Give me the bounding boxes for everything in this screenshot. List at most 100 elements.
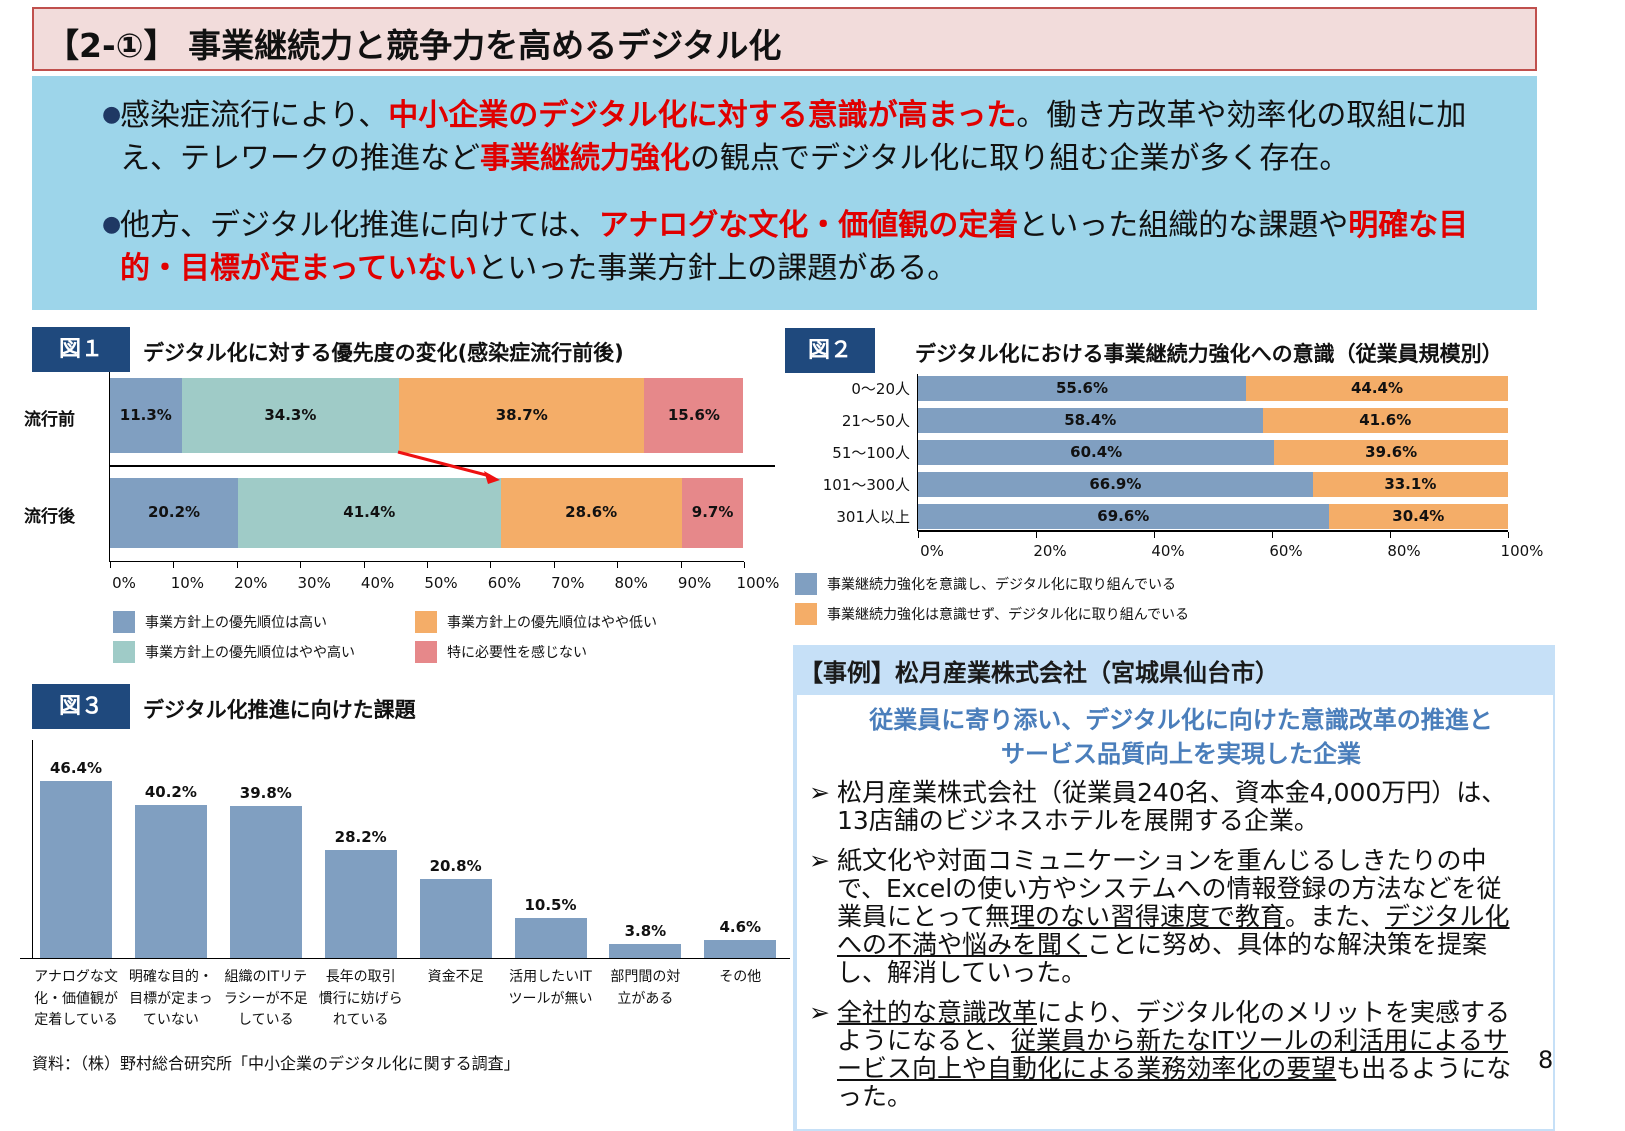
- x-tick-mark: [617, 562, 619, 568]
- legend-swatch: [415, 641, 437, 663]
- text-segment: 感染症流行により、: [120, 98, 389, 133]
- x-tick-mark: [1508, 532, 1509, 538]
- x-tick-label: 20%: [234, 574, 268, 592]
- text-segment: 紙文化や対面コミュニケーションを重んじるしきたりの中で、Excelの使い方やシス…: [837, 846, 1502, 931]
- x-tick-mark: [363, 562, 365, 568]
- x-tick-mark: [744, 562, 745, 568]
- case-subtitle-line: サービス品質向上を実現した企業: [1001, 740, 1361, 768]
- data-label: 34.3%: [264, 405, 317, 424]
- x-category-label: アナログな文: [34, 969, 118, 985]
- fig2-title: デジタル化における事業継続力強化への意識（従業員規模別）: [915, 342, 1503, 366]
- fig3-label: 図３: [32, 684, 130, 729]
- highlight-text: アナログな文化・価値観の定着: [598, 208, 1019, 243]
- fig1-title: デジタル化に対する優先度の変化(感染症流行前後): [143, 341, 624, 365]
- arrowhead-icon: ➢: [809, 778, 830, 807]
- legend-item: 事業継続力強化を意識し、デジタル化に取り組んでいる: [795, 573, 1176, 595]
- category-label: 0～20人: [851, 380, 910, 398]
- category-label: 51～100人: [832, 444, 910, 462]
- category-label: 流行前: [24, 409, 75, 430]
- x-tick-mark: [918, 532, 919, 538]
- data-label: 28.2%: [334, 828, 387, 847]
- fig1-label: 図１: [32, 327, 130, 372]
- row-separator: [110, 465, 775, 467]
- data-label: 39.6%: [1365, 443, 1418, 461]
- bar-segment: [238, 478, 501, 548]
- bar-segment: [918, 408, 1263, 433]
- bar: [514, 917, 587, 958]
- x-tick-label: 0%: [112, 574, 136, 592]
- legend-swatch: [795, 603, 817, 625]
- legend-item: 事業方針上の優先順位はやや高い: [113, 641, 355, 663]
- bar-segment: [681, 478, 744, 548]
- x-category-label: 目標が定まっ: [129, 990, 213, 1007]
- legend-item: 特に必要性を感じない: [415, 641, 587, 663]
- y-axis: [917, 374, 918, 531]
- highlight-text: 事業継続力強化: [480, 141, 690, 176]
- data-label: 9.7%: [691, 503, 734, 521]
- x-tick-label: 40%: [1151, 542, 1185, 560]
- summary-bullet-2: 他方、デジタル化推進に向けては、アナログな文化・価値観の定着といった組織的な課題…: [120, 204, 1507, 290]
- x-tick-label: 80%: [1387, 542, 1421, 560]
- y-axis: [109, 372, 110, 562]
- x-tick-mark: [236, 562, 238, 568]
- bar-segment: [110, 478, 239, 548]
- data-label: 11.3%: [119, 405, 172, 424]
- x-category-label: 長年の取引: [325, 969, 396, 985]
- legend-item: 事業継続力強化は意識せず、デジタル化に取り組んでいる: [795, 603, 1189, 625]
- data-label: 10.5%: [524, 895, 577, 914]
- legend-swatch: [113, 611, 135, 633]
- bar-segment: [918, 472, 1313, 497]
- x-category-label: 定着している: [34, 1012, 118, 1028]
- data-label: 69.6%: [1097, 507, 1150, 525]
- data-label: 20.2%: [148, 503, 201, 521]
- x-tick-label: 60%: [1269, 542, 1303, 560]
- case-subtitle: 従業員に寄り添い、デジタル化に向けた意識改革の推進と サービス品質向上を実現した…: [809, 703, 1553, 771]
- category-label: 101～300人: [822, 476, 910, 494]
- x-tick-label: 10%: [170, 574, 205, 592]
- case-body: 従業員に寄り添い、デジタル化に向けた意識改革の推進と サービス品質向上を実現した…: [793, 695, 1555, 1131]
- arrowhead-icon: ➢: [809, 998, 830, 1027]
- x-tick-label: 60%: [487, 574, 522, 592]
- data-label: 58.4%: [1064, 411, 1117, 429]
- data-label: 41.6%: [1359, 411, 1412, 429]
- summary-row: ● 他方、デジタル化推進に向けては、アナログな文化・価値観の定着といった組織的な…: [102, 204, 1507, 290]
- summary-row: ● 感染症流行により、中小企業のデジタル化に対する意識が高まった。働き方改革や効…: [102, 94, 1507, 180]
- x-category-label: 明確な目的・: [128, 969, 213, 985]
- x-tick-label: 100%: [736, 574, 780, 592]
- x-category-label: 慣行に妨げら: [318, 990, 403, 1007]
- bar: [324, 850, 397, 958]
- data-label: 3.8%: [624, 921, 667, 940]
- x-category-label: している: [238, 1012, 294, 1028]
- text-segment: ことに努め、具体的な解決策を提案し、解消していった。: [837, 930, 1488, 987]
- text-segment: も出るようになった。: [837, 1054, 1512, 1111]
- bar: [229, 806, 302, 958]
- x-category-label: 組織のITリテ: [224, 969, 308, 985]
- bar: [40, 780, 112, 958]
- data-label: 40.2%: [144, 782, 197, 801]
- x-tick-mark: [1036, 532, 1037, 538]
- x-tick-mark: [1272, 532, 1273, 538]
- text-segment: の観点でデジタル化に取り組む企業が多く存在。: [690, 141, 1350, 176]
- x-category-label: ていない: [142, 1012, 199, 1028]
- data-label: 38.7%: [495, 405, 548, 424]
- legend-label: 事業継続力強化は意識せず、デジタル化に取り組んでいる: [827, 607, 1190, 623]
- legend-swatch: [415, 611, 437, 633]
- data-label: 44.4%: [1350, 379, 1404, 397]
- fig3-title: デジタル化推進に向けた課題: [143, 698, 416, 722]
- x-category-label: れている: [332, 1012, 389, 1028]
- data-label: 30.4%: [1392, 507, 1445, 525]
- x-tick-mark: [553, 562, 555, 568]
- x-category-label: その他: [719, 969, 762, 985]
- data-label: 39.8%: [239, 784, 292, 803]
- arrowhead-icon: ➢: [809, 846, 830, 875]
- highlight-text: 明確な目的・目標が定まっていない: [120, 208, 1469, 286]
- underlined-text: デジタル化への不満や悩みを聞く: [837, 902, 1510, 959]
- case-bullet: ➢ 全社的な意識改革により、デジタル化のメリットを実感するようになると、従業員から…: [809, 999, 1524, 1111]
- bar-segment: [1246, 376, 1508, 401]
- x-category-label: 立がある: [617, 990, 674, 1007]
- category-label: 301人以上: [836, 508, 910, 526]
- summary-box: ● 感染症流行により、中小企業のデジタル化に対する意識が高まった。働き方改革や効…: [32, 76, 1537, 310]
- legend-label: 事業方針上の優先順位はやや低い: [447, 615, 657, 631]
- case-bullet-text: 全社的な意識改革により、デジタル化のメリットを実感するようになると、従業員から新…: [837, 999, 1524, 1111]
- page-title: 【2-①】 事業継続力と競争力を高めるデジタル化: [32, 7, 1537, 71]
